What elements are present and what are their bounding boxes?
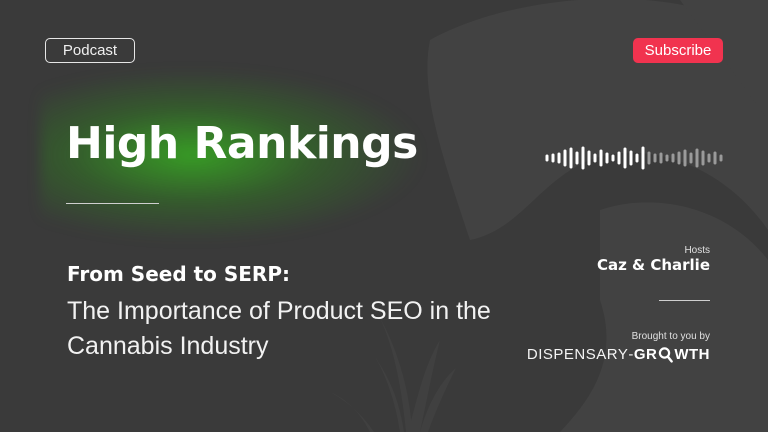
episode-subtitle-heading: From Seed to SERP: [67,262,290,286]
sponsor-logo: DISPENSARY - GR WTH [527,343,710,365]
hosts-label: Hosts [684,245,710,256]
hosts-names: Caz & Charlie [596,256,710,274]
episode-subtitle-body: The Importance of Product SEO in the Can… [67,297,491,360]
page-title: High Rankings [66,118,418,169]
cannabis-leaf-icon [330,318,456,432]
sponsor-logo-text-2: GR [633,345,658,363]
audio-waveform-icon [545,146,723,170]
sponsor-logo-text-3: WTH [674,345,710,363]
background-ring-shape [560,202,768,432]
logo-hyphen: - [628,345,634,363]
sponsor-label: Brought to you by [631,331,710,342]
title-divider [66,203,159,204]
green-glow [40,70,420,240]
background-band-shape [680,0,768,120]
hosts-divider [659,300,710,301]
sponsor-logo-text-1: DISPENSARY [526,345,629,363]
magnifier-icon [659,346,674,363]
subscribe-button[interactable]: Subscribe [633,38,723,63]
podcast-badge: Podcast [45,38,135,63]
